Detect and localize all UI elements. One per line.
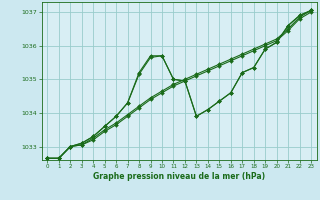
X-axis label: Graphe pression niveau de la mer (hPa): Graphe pression niveau de la mer (hPa): [93, 172, 265, 181]
